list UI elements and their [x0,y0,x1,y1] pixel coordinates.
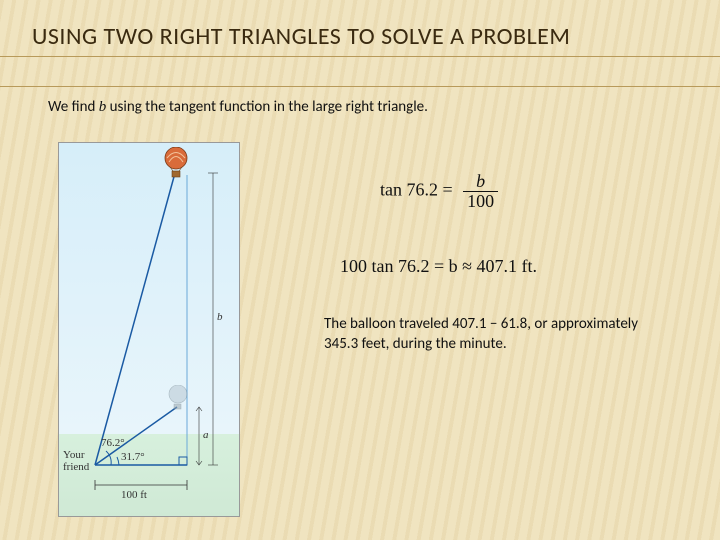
side-b-label: b [217,311,223,323]
intro-text: We find b using the tangent function in … [48,98,428,116]
triangle-figure: 76.2° 31.7° 100 ft b a Your friend [58,142,240,517]
balloon-low [167,385,189,413]
intro-suffix: using the tangent function in the large … [106,98,428,116]
eq2-text: 100 tan 76.2 = b ≈ 407.1 ft. [340,256,537,276]
eq1-den: 100 [463,192,498,211]
eq1-num: b [463,172,498,192]
eq1-frac: b 100 [463,172,498,211]
side-a-label: a [203,429,209,441]
angle-small-label: 31.7° [121,451,145,463]
observer-label: Your friend [63,449,89,473]
angle-large-label: 76.2° [101,437,125,449]
eq1-lhs: tan 76.2 = [380,180,453,200]
rule-top [0,56,720,57]
conclusion-text: The balloon traveled 407.1 − 61.8, or ap… [324,314,664,355]
slide-title: USING TWO RIGHT TRIANGLES TO SOLVE A PRO… [32,22,570,51]
intro-prefix: We find [48,98,99,116]
rule-bottom [0,86,720,87]
base-label: 100 ft [121,489,147,501]
equation-1: tan 76.2 = b 100 [380,172,498,211]
balloon-top [163,147,189,181]
equation-2: 100 tan 76.2 = b ≈ 407.1 ft. [340,256,537,277]
